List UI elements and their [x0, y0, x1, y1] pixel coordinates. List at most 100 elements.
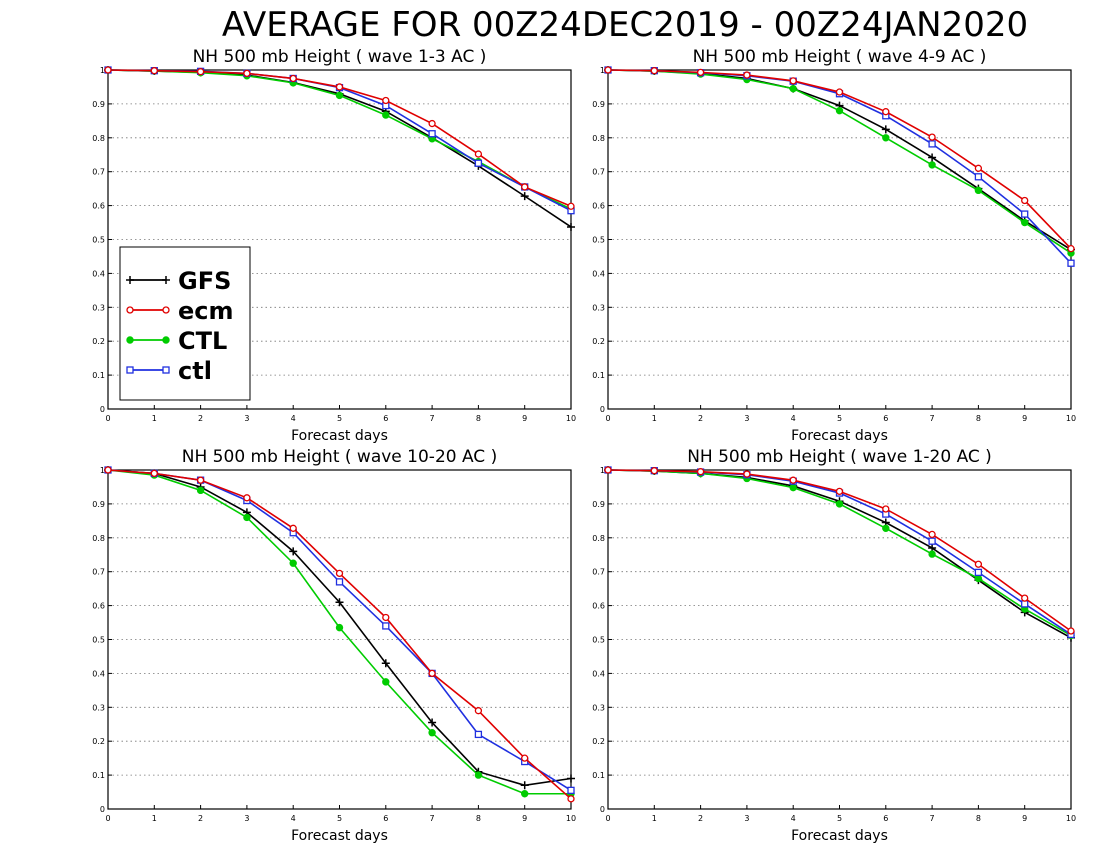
x-axis-label: Forecast days: [791, 828, 888, 844]
x-tick-label: 1: [152, 814, 157, 823]
data-point-ecm: [835, 487, 844, 496]
data-point-ecm: [335, 83, 344, 91]
data-point-ecm: [428, 119, 436, 128]
y-tick-label: 0.9: [592, 100, 605, 109]
x-tick-label: 6: [883, 414, 888, 423]
y-tick-label: 0.9: [592, 500, 605, 509]
data-point-gfs: [289, 547, 298, 556]
data-point-gfs: [381, 659, 390, 668]
chart-panel-3: NH 500 mb Height ( wave 10-20 AC ) 0 1 2 3 4 5…: [92, 447, 576, 844]
data-point-ecm: [289, 74, 297, 83]
legend-marker: [162, 306, 170, 314]
data-point-ctl: [521, 790, 529, 798]
data-point-ecm: [243, 494, 251, 502]
y-tick-label: 0.6: [92, 202, 105, 211]
legend-item-ctl: CTL: [126, 327, 227, 355]
y-tick-label: 0.8: [592, 534, 605, 543]
y-tick-label: 0: [600, 805, 605, 814]
legend-label: GFS: [178, 267, 231, 295]
y-tick-label: 0.2: [592, 337, 605, 346]
y-tick-label: 0.2: [592, 737, 605, 746]
data-point-gfs: [428, 718, 437, 727]
data-point-ctl: [474, 730, 483, 739]
legend-box: [119, 246, 251, 401]
legend-label: ecm: [178, 297, 234, 325]
x-tick-label: 4: [291, 414, 296, 423]
x-tick-label: 1: [652, 414, 657, 423]
plot-frame: [607, 69, 1072, 410]
data-point-ecm: [1067, 627, 1075, 635]
y-tick-label: 0: [100, 805, 105, 814]
data-point-ecm: [974, 164, 983, 172]
x-tick-label: 10: [1066, 814, 1076, 823]
y-tick-label: 1: [100, 466, 105, 475]
x-tick-label: 8: [976, 814, 981, 823]
data-point-ctl: [1021, 210, 1029, 218]
y-tick-label: 0.6: [92, 602, 105, 611]
data-point-ecm: [150, 469, 158, 478]
y-tick-label: 0.8: [592, 134, 605, 143]
data-point-ctl: [882, 134, 890, 142]
legend-item-ecm: ecm: [126, 297, 234, 325]
data-point-ctl: [928, 537, 936, 545]
series-ctl: [104, 466, 575, 798]
y-tick-label: 0.3: [592, 303, 605, 312]
y-tick-label: 0.8: [92, 134, 105, 143]
y-tick-label: 0.5: [592, 636, 605, 645]
x-tick-label: 4: [791, 414, 796, 423]
data-point-ecm: [835, 88, 844, 96]
data-point-gfs: [928, 153, 937, 162]
data-point-ecm: [743, 71, 751, 79]
x-tick-label: 1: [152, 414, 157, 423]
data-point-ctl: [474, 771, 483, 779]
x-tick-label: 0: [605, 814, 610, 823]
data-point-ecm: [196, 476, 205, 484]
plot-frame: [107, 469, 572, 810]
data-point-ecm: [382, 96, 390, 105]
x-tick-label: 5: [337, 414, 342, 423]
data-point-ctl: [789, 84, 797, 93]
x-tick-label: 7: [430, 814, 435, 823]
y-tick-label: 0.2: [92, 337, 105, 346]
data-point-ctl: [928, 140, 936, 148]
y-tick-label: 0.5: [92, 636, 105, 645]
data-point-ctl: [243, 513, 251, 522]
y-tick-label: 0: [600, 405, 605, 414]
data-point-ctl: [335, 578, 344, 586]
data-point-ctl: [1021, 600, 1029, 608]
data-point-gfs: [881, 125, 890, 134]
data-point-ctl: [974, 574, 983, 583]
y-tick-label: 0.3: [592, 703, 605, 712]
legend-label: CTL: [178, 327, 227, 355]
y-tick-label: 0.7: [92, 168, 105, 177]
series-ctl: [604, 66, 1075, 267]
data-point-ecm: [567, 795, 575, 803]
x-tick-label: 6: [383, 814, 388, 823]
data-point-ctl: [928, 161, 936, 169]
x-tick-label: 5: [337, 814, 342, 823]
data-point-ecm: [521, 183, 529, 191]
data-point-ecm: [882, 505, 890, 513]
figure-title: AVERAGE FOR 00Z24DEC2019 - 00Z24JAN2020: [222, 5, 1028, 45]
data-point-ecm: [1021, 594, 1029, 602]
x-tick-label: 2: [698, 414, 703, 423]
x-tick-label: 9: [1022, 814, 1027, 823]
data-point-ecm: [1021, 196, 1029, 205]
data-point-gfs: [520, 192, 529, 201]
data-point-ctl: [974, 173, 983, 181]
x-tick-label: 0: [105, 814, 110, 823]
y-tick-label: 0.5: [92, 236, 105, 245]
x-tick-label: 6: [383, 414, 388, 423]
data-point-gfs: [335, 598, 344, 607]
x-tick-label: 3: [244, 814, 249, 823]
legend-marker: [162, 276, 170, 284]
y-tick-label: 0.9: [92, 500, 105, 509]
y-tick-label: 0.1: [592, 771, 605, 780]
y-tick-label: 0.1: [92, 771, 105, 780]
x-tick-label: 8: [976, 414, 981, 423]
data-point-ecm: [335, 569, 344, 578]
plot-frame: [607, 469, 1072, 810]
series-ecm: [104, 66, 575, 210]
y-tick-label: 0.5: [592, 236, 605, 245]
